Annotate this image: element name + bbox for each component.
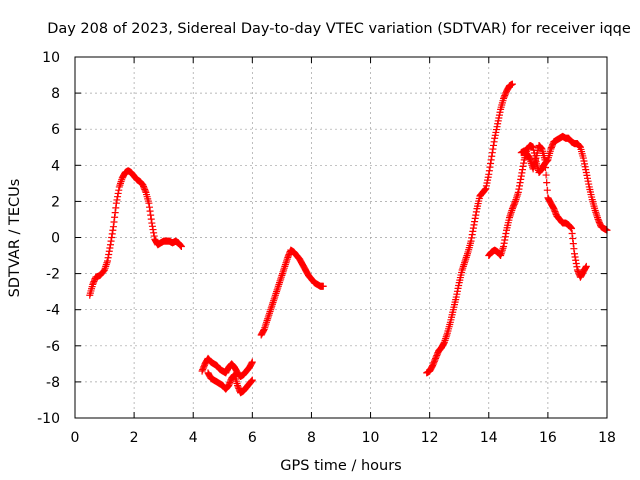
data-point [248, 376, 256, 384]
y-tick-label: 6 [51, 122, 60, 138]
data-point [248, 358, 256, 366]
data-point [543, 186, 551, 194]
y-tick-label: -10 [37, 411, 60, 427]
y-tick-label: 4 [51, 158, 60, 174]
data-point [319, 282, 327, 290]
x-tick-label: 18 [598, 430, 616, 446]
data-point [582, 262, 590, 270]
y-tick-label: -4 [46, 303, 60, 319]
grid [75, 57, 607, 418]
x-tick-label: 6 [248, 430, 257, 446]
y-axis-label: SDTVAR / TECUs [7, 179, 23, 298]
series-segment-1 [86, 167, 185, 299]
y-tick-label: 10 [42, 50, 60, 66]
y-tick-label: -6 [46, 339, 60, 355]
y-tick-label: 0 [51, 231, 60, 247]
series-segment-4 [257, 246, 327, 339]
data-point [542, 171, 550, 179]
series-segment-7 [517, 141, 590, 281]
x-axis-label: GPS time / hours [280, 458, 401, 474]
x-tick-labels: 0 2 4 6 8 10 12 14 16 18 [71, 430, 616, 446]
y-tick-label: 2 [51, 194, 60, 210]
x-tick-label: 16 [539, 430, 557, 446]
series-segment-2 [198, 354, 256, 380]
data-point [542, 163, 550, 171]
series-segment-6 [485, 132, 611, 260]
x-tick-label: 8 [307, 430, 316, 446]
x-tick-label: 0 [71, 430, 80, 446]
data-point [543, 179, 551, 187]
axis-ticks [74, 56, 608, 419]
data-point [508, 80, 516, 88]
x-tick-label: 10 [362, 430, 380, 446]
data-series [86, 80, 611, 397]
series-segment-3 [204, 369, 256, 397]
y-tick-label: -8 [46, 375, 60, 391]
series-segment-5 [423, 80, 516, 377]
x-tick-label: 2 [130, 430, 139, 446]
data-point [177, 243, 185, 251]
chart-title: Day 208 of 2023, Sidereal Day-to-day VTE… [47, 21, 631, 37]
x-tick-label: 14 [480, 430, 498, 446]
data-point [541, 156, 549, 164]
y-tick-labels: -10 -8 -6 -4 -2 0 2 4 6 8 10 [37, 50, 60, 427]
x-tick-label: 4 [189, 430, 198, 446]
y-tick-label: 8 [51, 86, 60, 102]
y-tick-label: -2 [46, 267, 60, 283]
x-tick-label: 12 [421, 430, 439, 446]
